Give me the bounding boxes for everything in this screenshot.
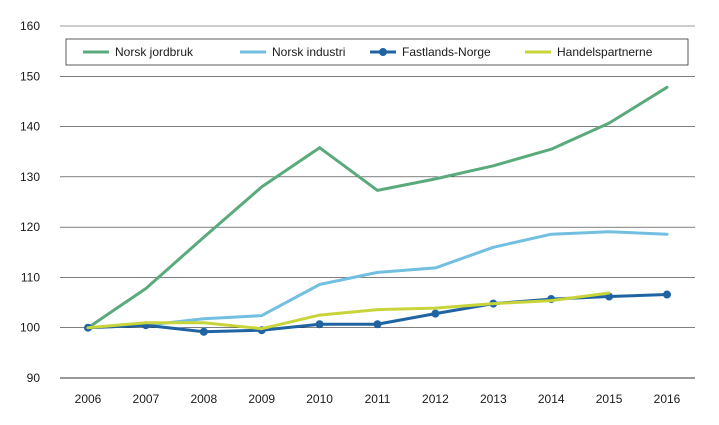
legend-item: Fastlands-Norge — [370, 45, 491, 59]
y-tick-label: 90 — [27, 371, 41, 385]
data-point — [431, 309, 440, 318]
legend-item: Norsk industri — [240, 45, 345, 59]
series-3 — [86, 291, 611, 331]
x-tick-label: 2011 — [365, 392, 391, 406]
x-tick-label: 2016 — [654, 392, 681, 406]
legend-label: Norsk jordbruk — [115, 45, 194, 59]
x-tick-label: 2009 — [248, 392, 275, 406]
y-tick-label: 120 — [20, 220, 40, 234]
series-0 — [86, 85, 669, 330]
series-lines — [84, 85, 671, 336]
y-tick-label: 140 — [20, 120, 40, 134]
legend-item: Norsk jordbruk — [83, 45, 194, 59]
x-tick-label: 2012 — [422, 392, 449, 406]
x-axis-ticks: 2006 2007 2008 2009 2010 2011 2012 2013 2014 2015… — [75, 392, 681, 406]
y-tick-label: 130 — [20, 170, 40, 184]
y-tick-label: 100 — [20, 321, 40, 335]
x-tick-label: 2010 — [306, 392, 333, 406]
y-tick-label: 150 — [20, 69, 40, 83]
x-tick-label: 2006 — [75, 392, 102, 406]
series-line — [86, 230, 669, 330]
y-tick-label: 110 — [21, 270, 40, 284]
series-line — [86, 291, 611, 331]
x-tick-label: 2015 — [596, 392, 623, 406]
series-line — [86, 85, 669, 330]
y-tick-label: 160 — [20, 19, 40, 33]
data-point — [663, 290, 671, 299]
legend-marker — [379, 48, 387, 56]
x-tick-label: 2008 — [190, 392, 217, 406]
legend: Norsk jordbruk Norsk industri Fastlands-No… — [65, 38, 689, 66]
data-point — [315, 320, 324, 329]
legend-label: Handelspartnerne — [557, 45, 653, 59]
legend-item: Handelspartnerne — [525, 45, 653, 59]
data-point — [373, 320, 382, 329]
x-tick-label: 2007 — [133, 392, 160, 406]
series-1 — [86, 230, 669, 330]
legend-label: Norsk industri — [272, 45, 345, 59]
data-point — [199, 327, 208, 336]
y-axis-ticks: 90 100 110 120 130 140 150 160 — [20, 19, 40, 385]
legend-label: Fastlands-Norge — [402, 45, 491, 59]
x-tick-label: 2013 — [480, 392, 507, 406]
x-tick-label: 2014 — [538, 392, 565, 406]
